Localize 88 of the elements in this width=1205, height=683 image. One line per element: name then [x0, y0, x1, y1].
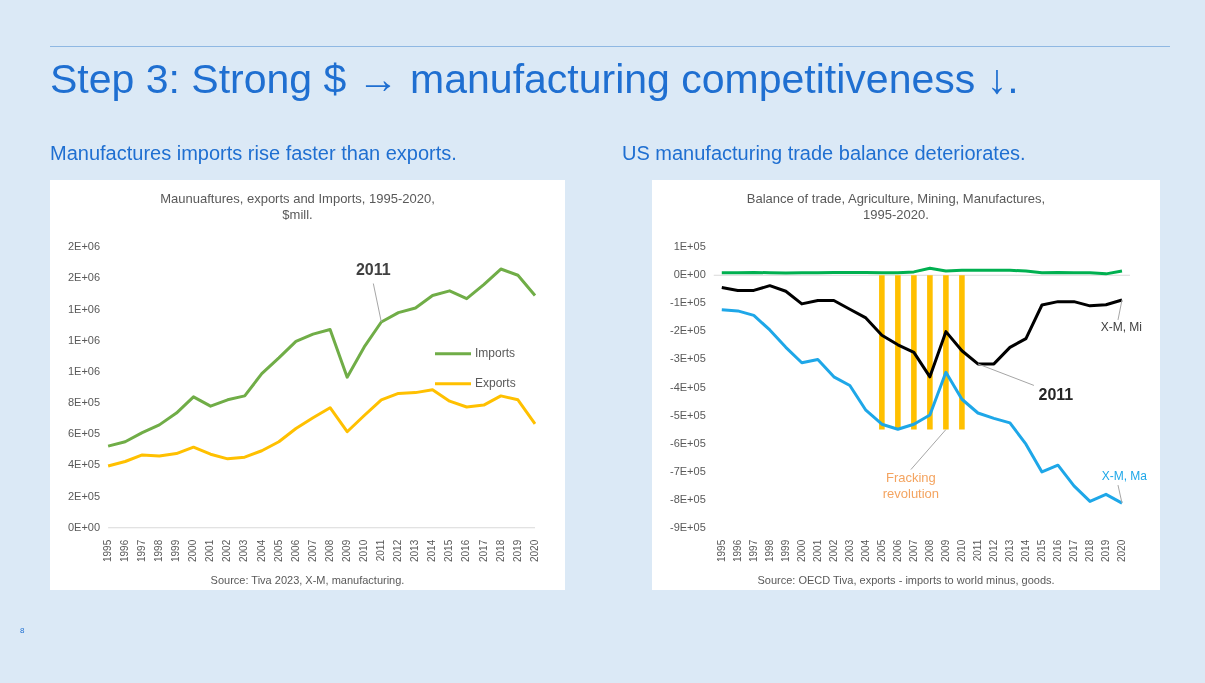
x-tick-label: 2010 — [955, 539, 967, 562]
annotation: 2011 — [355, 260, 391, 278]
x-tick-label: 1997 — [747, 539, 759, 562]
x-tick-label: 2015 — [1035, 539, 1047, 562]
x-tick-label: 1999 — [779, 539, 791, 562]
y-tick-label: -6E+05 — [670, 436, 706, 449]
annotation: Fracking revolution — [882, 469, 940, 501]
x-tick-label: 2003 — [238, 539, 250, 562]
x-tick-label: 2018 — [494, 539, 506, 562]
x-tick-label: 2001 — [811, 539, 823, 562]
x-tick-label: 2008 — [323, 539, 335, 562]
x-tick-label: 1996 — [731, 539, 743, 562]
x-tick-label: 2016 — [460, 539, 472, 562]
y-tick-label: -8E+05 — [670, 492, 706, 505]
x-tick-label: 2013 — [1003, 539, 1015, 562]
y-tick-label: 1E+06 — [67, 364, 101, 377]
y-tick-label: -5E+05 — [670, 408, 706, 421]
y-tick-label: 1E+06 — [67, 302, 101, 315]
y-tick-label: 1E+06 — [67, 333, 101, 346]
chart-title: Maunuaftures, exports and Imports, 1995-2020, $mill. — [160, 191, 435, 222]
y-tick-label: 1E+05 — [673, 240, 706, 253]
x-tick-label: 2015 — [443, 539, 455, 562]
x-tick-label: 2012 — [392, 539, 404, 562]
y-tick-label: 0E+00 — [673, 268, 706, 281]
x-tick-label: 2019 — [1099, 539, 1111, 562]
chart-title: Balance of trade, Agriculture, Mining, Manufactures, 1995-2020. — [746, 191, 1046, 222]
x-tick-label: 2000 — [187, 539, 199, 562]
x-tick-label: 2003 — [843, 539, 855, 562]
x-tick-label: 2014 — [426, 539, 438, 562]
chart-subtitle: Manufactures imports rise faster than exports. — [50, 142, 457, 165]
y-tick-label: 6E+05 — [67, 427, 101, 440]
y-tick-label: 2E+05 — [67, 489, 101, 502]
y-tick-label: -4E+05 — [670, 380, 706, 393]
series-label: X-M, Ma — [1101, 469, 1148, 484]
series-label: X-M, Mi — [1100, 320, 1142, 335]
text: 8 — [20, 626, 25, 635]
y-tick-label: -7E+05 — [670, 464, 706, 477]
x-tick-label: 2004 — [859, 539, 871, 562]
y-tick-label: -2E+05 — [670, 324, 706, 337]
x-tick-label: 2017 — [477, 539, 489, 562]
x-tick-label: 2002 — [827, 539, 839, 562]
x-tick-label: 2009 — [939, 539, 951, 562]
x-tick-label: 1995 — [101, 539, 113, 562]
x-tick-label: 2020 — [1115, 539, 1127, 562]
x-tick-label: 2006 — [891, 539, 903, 562]
x-tick-label: 2011 — [375, 539, 387, 562]
x-tick-label: 1997 — [136, 539, 148, 562]
y-tick-label: 2E+06 — [67, 240, 101, 253]
legend-label: Imports — [475, 346, 516, 361]
x-tick-label: 2009 — [340, 539, 352, 562]
x-tick-label: 2004 — [255, 539, 267, 562]
x-tick-label: 2013 — [409, 539, 421, 562]
legend-label: Exports — [475, 376, 516, 391]
x-tick-label: 1999 — [170, 539, 182, 562]
x-tick-label: 2010 — [358, 539, 369, 562]
x-tick-label: 2007 — [306, 539, 318, 562]
y-tick-label: 4E+05 — [67, 458, 101, 471]
x-tick-label: 2011 — [971, 539, 983, 562]
x-tick-label: 1996 — [118, 539, 130, 562]
x-tick-label: 2019 — [511, 539, 523, 562]
x-tick-label: 1998 — [153, 539, 165, 562]
x-tick-label: 1998 — [763, 539, 775, 562]
text: Step 3: Strong $ → manufacturing competitiveness ↓. — [50, 56, 1019, 103]
annotation: 2011 — [1038, 385, 1074, 403]
x-tick-label: 2008 — [923, 539, 935, 562]
x-tick-label: 2017 — [1067, 539, 1079, 562]
y-tick-label: -9E+05 — [670, 520, 706, 533]
source-note: Source: Tiva 2023, X-M, manufacturing. — [210, 573, 405, 586]
y-tick-label: 2E+06 — [67, 271, 101, 284]
x-tick-label: 2000 — [795, 539, 807, 562]
y-tick-label: -3E+05 — [670, 352, 706, 365]
y-tick-label: 8E+05 — [67, 396, 101, 409]
x-tick-label: 2018 — [1083, 539, 1095, 562]
x-tick-label: 2012 — [987, 539, 999, 562]
x-tick-label: 2001 — [204, 539, 216, 562]
x-tick-label: 1995 — [715, 539, 727, 562]
y-tick-label: 0E+00 — [67, 520, 101, 533]
source-note: Source: OECD Tiva, exports - imports to world minus, goods. — [757, 573, 1055, 586]
chart-subtitle: US manufacturing trade balance deteriorates. — [622, 142, 1026, 165]
x-tick-label: 2006 — [289, 539, 301, 562]
x-tick-label: 2020 — [528, 539, 540, 562]
x-tick-label: 2016 — [1051, 539, 1063, 562]
x-tick-label: 2002 — [221, 539, 233, 562]
y-tick-label: -1E+05 — [670, 296, 706, 309]
x-tick-label: 2007 — [907, 539, 919, 562]
x-tick-label: 2005 — [875, 539, 887, 562]
x-tick-label: 2014 — [1019, 539, 1031, 562]
x-tick-label: 2005 — [272, 539, 284, 562]
